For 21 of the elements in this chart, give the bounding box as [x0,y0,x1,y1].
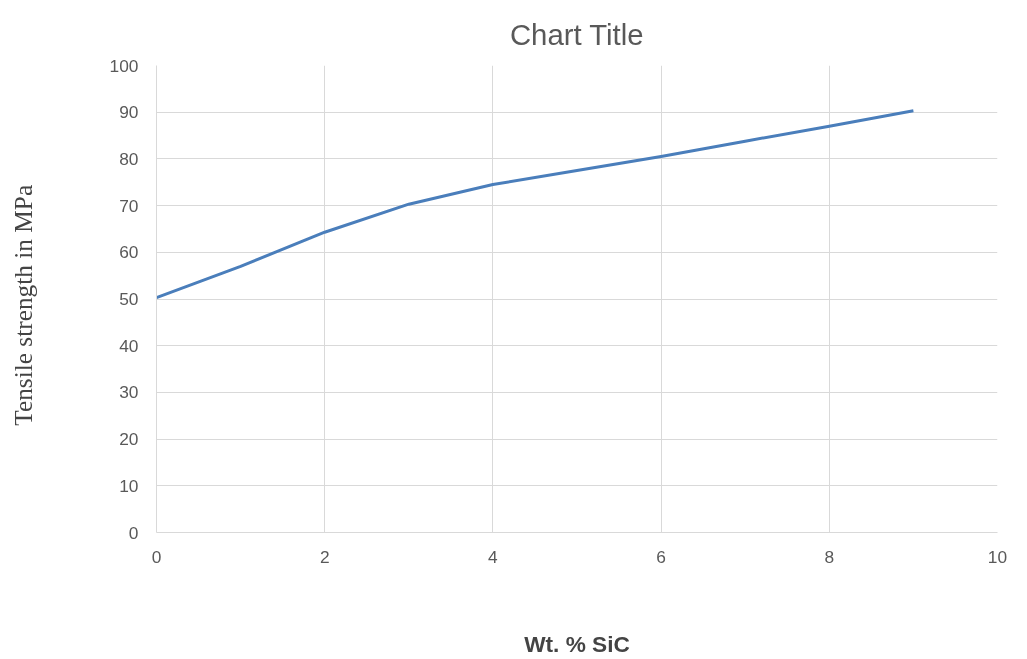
y-tick-label: 0 [128,522,139,543]
y-tick-label: 90 [119,102,139,123]
chart-title: Chart Title [509,17,644,51]
x-tick-label: 4 [488,546,499,567]
x-tick-label: 8 [824,546,835,567]
x-tick-label: 2 [319,546,330,567]
y-tick-label: 30 [119,382,139,403]
y-tick-label: 10 [119,475,139,496]
y-tick-label: 20 [119,429,139,450]
line-series [156,109,915,300]
y-tick-label: 50 [119,289,139,309]
x-tick-label: 0 [151,546,162,567]
x-axis-title: Wt. % SiC [524,630,630,657]
x-tick-label: 10 [987,546,1008,567]
y-tick-label: 100 [109,55,139,76]
y-axis-title: Tensile strength in MPa [8,184,37,426]
x-tick-label: 6 [656,546,666,567]
y-tick-label: 40 [119,335,139,356]
y-tick-label: 60 [119,242,139,263]
y-tick-label: 70 [119,195,139,216]
y-tick-label: 80 [119,148,139,169]
